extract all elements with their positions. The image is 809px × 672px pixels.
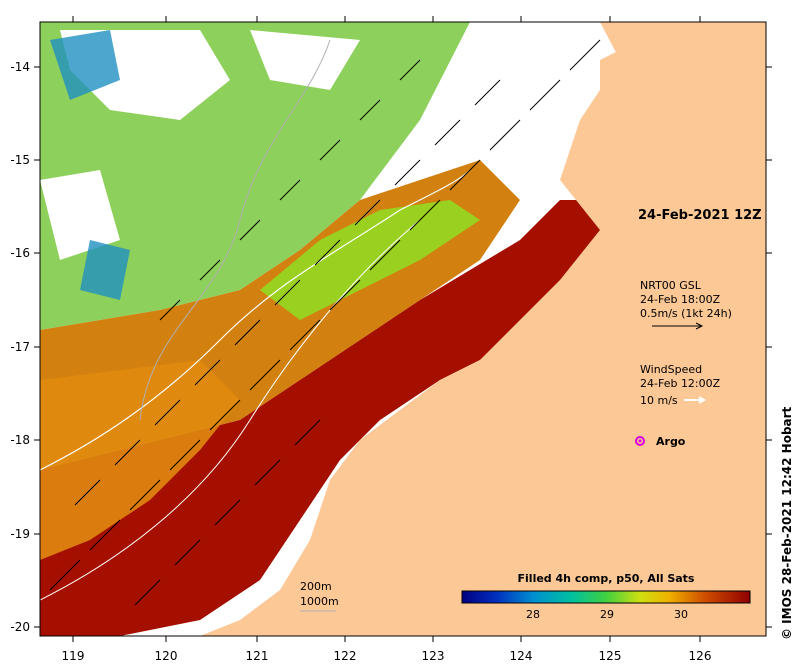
isobath-legend-1000m: 1000m: [300, 595, 339, 608]
current-legend-line3: 0.5m/s (1kt 24h): [640, 307, 732, 320]
sst-green-strip: [260, 200, 480, 320]
sst-cloud-gaps: [40, 30, 360, 260]
sst-hot-region: [40, 200, 600, 636]
x-tick-label: 125: [599, 649, 622, 663]
x-tick-label: 124: [510, 649, 533, 663]
isobath-1000m: [40, 219, 421, 601]
y-tick-label: -16: [10, 246, 30, 260]
current-legend-line1: NRT00 GSL: [640, 279, 702, 292]
y-tick-label: -20: [10, 620, 30, 634]
x-tick-label: 121: [246, 649, 269, 663]
isobath-200m: [40, 169, 471, 471]
x-tick-label: 122: [334, 649, 357, 663]
y-tick-label: -14: [10, 60, 30, 74]
current-legend-line2: 24-Feb 18:00Z: [640, 293, 721, 306]
y-axis: [34, 66, 772, 628]
wind-scale-arrow: [684, 396, 706, 404]
isobath-legend-200m: 200m: [300, 580, 332, 593]
colorbar-tick: 30: [674, 608, 688, 621]
colorbar-tick: 29: [600, 608, 614, 621]
sst-orange-inner: [40, 360, 240, 560]
map-plot-area: [40, 22, 766, 636]
colorbar: [461, 590, 751, 604]
sst-blue-patches: [50, 30, 450, 300]
credit-text: © IMOS 28-Feb-2021 12:42 Hobart: [780, 406, 794, 640]
y-tick-label: -19: [10, 527, 30, 541]
wind-legend-line2: 24-Feb 12:00Z: [640, 377, 721, 390]
y-tick-label: -15: [10, 153, 30, 167]
isobath-grey: [139, 39, 331, 421]
wind-vectors: [49, 39, 601, 606]
current-scale-arrow: [652, 322, 704, 330]
x-tick-label: 119: [62, 649, 85, 663]
y-tick-label: -17: [10, 340, 30, 354]
argo-label: Argo: [656, 435, 686, 448]
land-coast-fringe: [600, 40, 766, 160]
colorbar-tick: 28: [526, 608, 540, 621]
colorbar-title: Filled 4h comp, p50, All Sats: [518, 572, 695, 585]
wind-legend-line1: WindSpeed: [640, 363, 702, 376]
land-mass: [200, 22, 766, 636]
wind-legend-line3: 10 m/s: [640, 394, 678, 407]
y-tick-label: -18: [10, 433, 30, 447]
map-frame: [39, 21, 767, 637]
x-tick-label: 120: [155, 649, 178, 663]
argo-marker-icon: [635, 436, 645, 446]
x-axis: [72, 16, 701, 642]
x-tick-label: 126: [689, 649, 712, 663]
date-label: 24-Feb-2021 12Z: [638, 208, 762, 223]
x-tick-label: 123: [422, 649, 445, 663]
